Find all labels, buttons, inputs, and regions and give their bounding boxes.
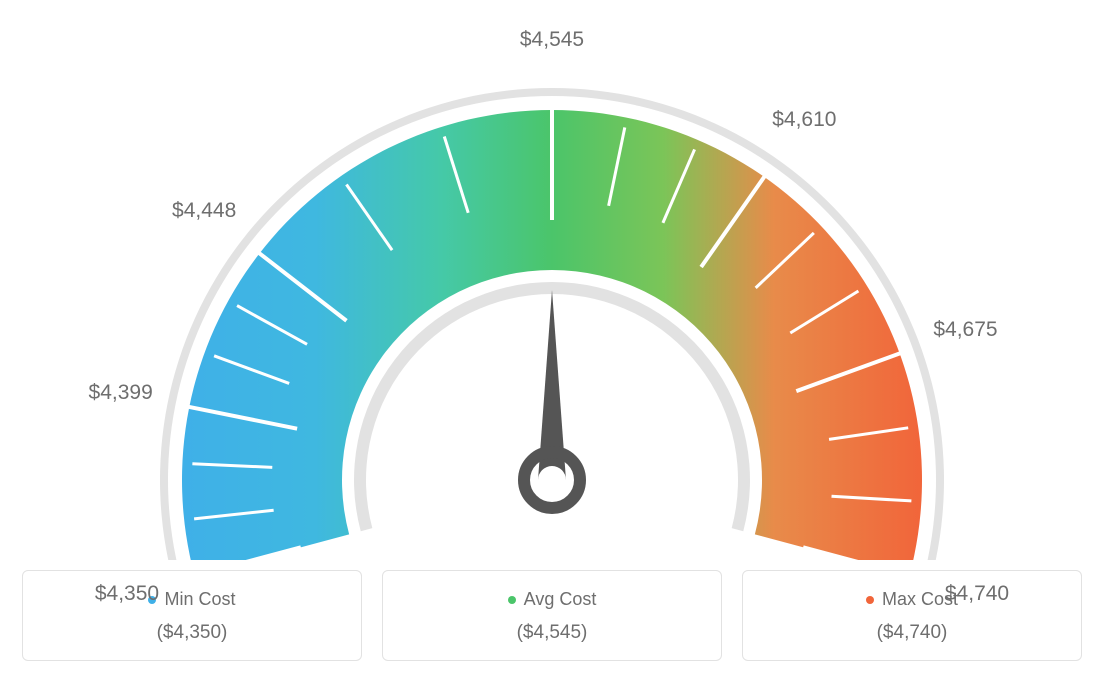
gauge-tick-label: $4,448 — [172, 199, 236, 223]
avg-dot-icon — [508, 596, 516, 604]
gauge-svg — [20, 20, 1084, 560]
max-dot-icon — [866, 596, 874, 604]
gauge-tick-label: $4,740 — [945, 582, 1009, 606]
max-cost-value: ($4,740) — [753, 622, 1071, 644]
gauge-tick-label: $4,675 — [933, 318, 997, 342]
avg-cost-card: Avg Cost ($4,545) — [382, 570, 722, 661]
gauge-chart: $4,350$4,399$4,448$4,545$4,610$4,675$4,7… — [20, 20, 1084, 560]
min-cost-title: Min Cost — [33, 589, 351, 610]
max-cost-card: Max Cost ($4,740) — [742, 570, 1082, 661]
avg-cost-title: Avg Cost — [393, 589, 711, 610]
gauge-tick-label: $4,545 — [520, 28, 584, 52]
gauge-tick-label: $4,399 — [89, 381, 153, 405]
summary-cards: Min Cost ($4,350) Avg Cost ($4,545) Max … — [20, 570, 1084, 661]
min-cost-title-text: Min Cost — [164, 589, 235, 609]
avg-cost-value: ($4,545) — [393, 622, 711, 644]
min-cost-value: ($4,350) — [33, 622, 351, 644]
gauge-tick-label: $4,610 — [772, 108, 836, 132]
max-cost-title: Max Cost — [753, 589, 1071, 610]
gauge-tick-label: $4,350 — [95, 582, 159, 606]
avg-cost-title-text: Avg Cost — [524, 589, 597, 609]
min-cost-card: Min Cost ($4,350) — [22, 570, 362, 661]
